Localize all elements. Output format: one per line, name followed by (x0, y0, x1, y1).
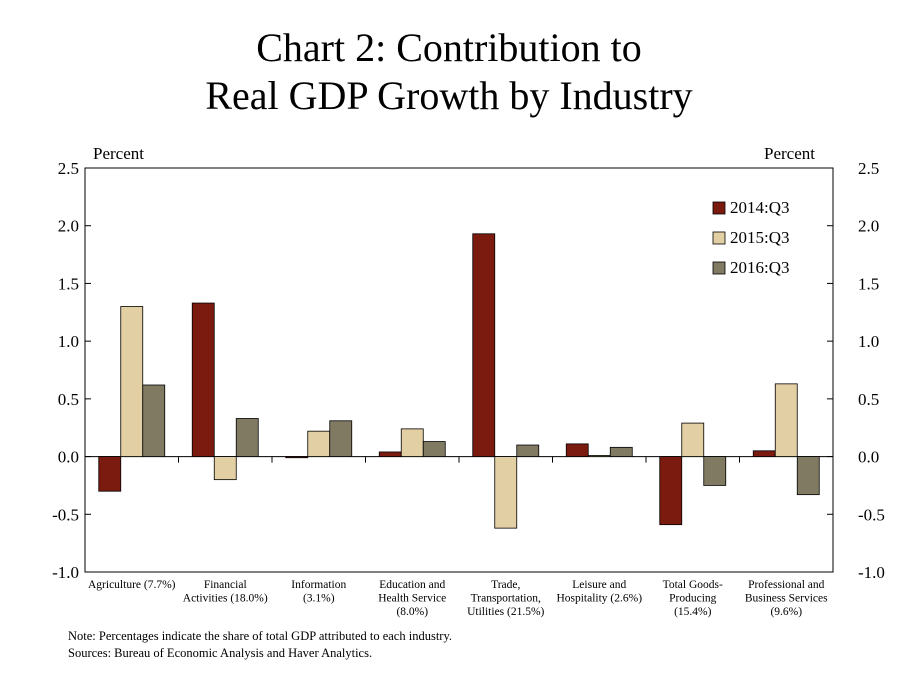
x-category-label: Education and (379, 579, 445, 591)
x-category-label: Health Service (378, 593, 446, 605)
bar-2015-q3 (494, 456, 518, 529)
plot-frame (84, 167, 834, 573)
chart-notes: Note: Percentages indicate the share of … (68, 628, 452, 662)
y-tick-label-left: 0.0 (58, 448, 79, 467)
note-text: Note: Percentages indicate the share of … (68, 629, 453, 643)
y-tick-label-left: 2.5 (58, 159, 79, 178)
bar-2014-q3 (659, 456, 683, 526)
y-tick-label-left: -1.0 (52, 563, 79, 582)
y-tick-label-right: -0.5 (858, 505, 885, 524)
bar-2015-q3 (587, 455, 611, 457)
legend-swatch (712, 261, 726, 275)
y-tick-label-right: 1.0 (858, 332, 879, 351)
y-tick-label-right: -1.0 (858, 563, 885, 582)
bar-2014-q3 (472, 233, 496, 457)
chart-title-line-1: Chart 2: Contribution to (256, 25, 642, 70)
bar-2015-q3 (774, 383, 798, 457)
x-category-label: Activities (18.0%) (183, 593, 268, 605)
left-axis-unit-label: Percent (93, 144, 144, 163)
x-category-label: (8.0%) (396, 606, 428, 618)
x-category-label: Hospitality (2.6%) (556, 593, 642, 605)
bar-2016-q3 (703, 456, 727, 486)
x-category-label: Professional and (748, 579, 825, 591)
y-tick-label-right: 1.5 (858, 274, 879, 293)
y-tick-label-left: -0.5 (52, 505, 79, 524)
legend-label: 2014:Q3 (730, 198, 790, 217)
x-category-label: Business Services (745, 593, 828, 605)
bar-2014-q3 (565, 443, 589, 457)
legend-swatch (712, 201, 726, 215)
bar-2016-q3 (609, 446, 633, 457)
legend-label: 2015:Q3 (730, 228, 790, 247)
x-category-label: (9.6%) (770, 606, 802, 618)
x-category-label: Utilities (21.5%) (467, 606, 544, 618)
y-tick-label-left: 2.0 (58, 217, 79, 236)
bar-2016-q3 (516, 444, 540, 457)
y-tick-label-left: 0.5 (58, 390, 79, 409)
chart-title-line-2: Real GDP Growth by Industry (205, 73, 693, 118)
y-tick-label-right: 0.0 (858, 448, 879, 467)
bar-2014-q3 (98, 456, 122, 492)
x-category-label: Total Goods- (663, 579, 723, 591)
y-tick-label-left: 1.5 (58, 274, 79, 293)
y-tick-label-right: 2.0 (858, 217, 879, 236)
bar-2015-q3 (681, 422, 705, 457)
x-category-label: (3.1%) (303, 593, 335, 605)
x-category-label: Producing (669, 593, 717, 605)
x-category-label: Trade, (491, 579, 520, 591)
bar-2016-q3 (235, 418, 259, 457)
bar-2016-q3 (422, 441, 446, 457)
x-category-label: (15.4%) (674, 606, 712, 618)
x-category-label: Financial (204, 579, 247, 591)
bar-2014-q3 (752, 450, 776, 457)
right-axis-unit-label: Percent (764, 144, 815, 163)
bar-2016-q3 (142, 384, 166, 457)
x-category-label: Agriculture (7.7%) (88, 579, 176, 591)
bar-2015-q3 (307, 430, 331, 457)
bar-2016-q3 (796, 456, 820, 496)
bar-2014-q3 (378, 451, 402, 457)
legend-label: 2016:Q3 (730, 258, 790, 277)
chart-title: Chart 2: Contribution to Real GDP Growth… (0, 24, 898, 120)
bar-2015-q3 (400, 428, 424, 457)
bar-2015-q3 (213, 456, 237, 481)
y-tick-label-right: 0.5 (858, 390, 879, 409)
bar-2014-q3 (285, 456, 309, 459)
x-category-label: Leisure and (572, 579, 626, 591)
y-tick-label-right: 2.5 (858, 159, 879, 178)
legend-swatch (712, 231, 726, 245)
bar-2016-q3 (329, 420, 353, 457)
bar-2014-q3 (191, 302, 215, 457)
sources-text: Sources: Bureau of Economic Analysis and… (68, 646, 373, 660)
x-category-label: Transportation, (471, 593, 541, 605)
bar-2015-q3 (120, 306, 144, 457)
y-tick-label-left: 1.0 (58, 332, 79, 351)
x-category-label: Information (291, 579, 346, 591)
